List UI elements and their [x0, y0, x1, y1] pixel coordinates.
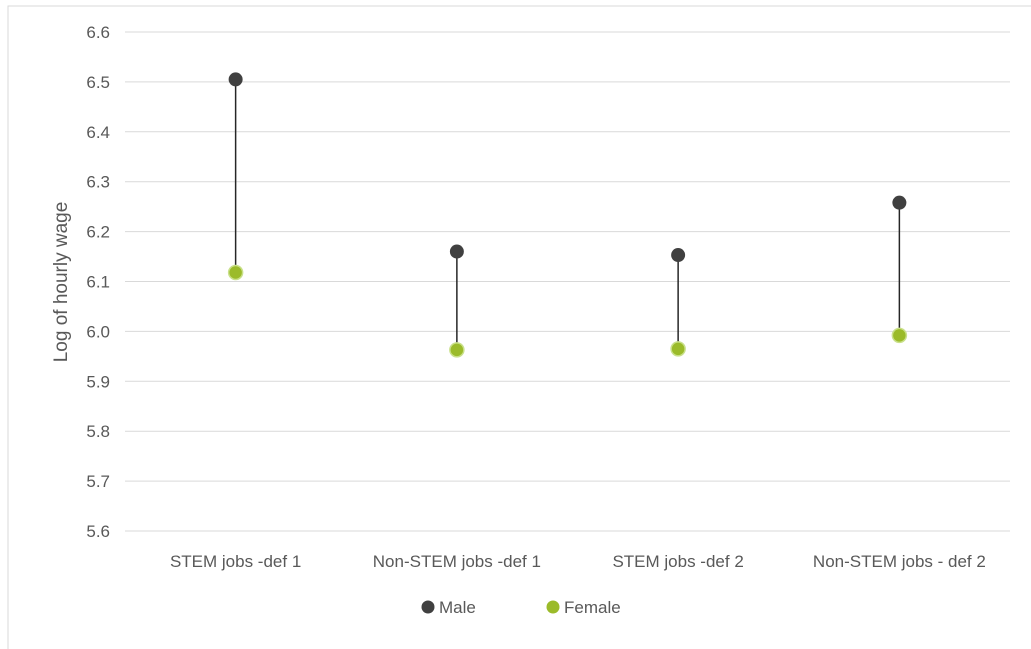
male-data-point	[229, 72, 243, 86]
y-tick-label: 5.9	[86, 372, 110, 391]
y-tick-label: 6.5	[86, 73, 110, 92]
x-category-label: Non-STEM jobs -def 1	[373, 552, 541, 571]
female-data-point	[671, 342, 685, 356]
x-category-label: Non-STEM jobs - def 2	[813, 552, 986, 571]
male-data-point	[892, 196, 906, 210]
y-axis-title: Log of hourly wage	[51, 202, 72, 363]
y-tick-label: 5.8	[86, 422, 110, 441]
female-data-point	[229, 266, 243, 280]
y-tick-label: 6.0	[86, 322, 110, 341]
legend-label-male: Male	[439, 598, 476, 617]
male-data-point	[450, 245, 464, 259]
legend-marker-male	[422, 601, 435, 614]
x-category-label: STEM jobs -def 2	[612, 552, 743, 571]
y-tick-label: 6.2	[86, 223, 110, 242]
x-category-label: STEM jobs -def 1	[170, 552, 301, 571]
y-tick-label: 5.7	[86, 472, 110, 491]
title-strip	[0, 0, 1031, 6]
y-tick-label: 6.6	[86, 23, 110, 42]
male-data-point	[671, 248, 685, 262]
y-tick-label: 6.4	[86, 123, 110, 142]
y-tick-label: 6.1	[86, 273, 110, 292]
y-tick-label: 5.6	[86, 522, 110, 541]
legend-label-female: Female	[564, 598, 621, 617]
female-data-point	[892, 328, 906, 342]
legend-marker-female	[547, 601, 560, 614]
y-tick-label: 6.3	[86, 173, 110, 192]
female-data-point	[450, 343, 464, 357]
